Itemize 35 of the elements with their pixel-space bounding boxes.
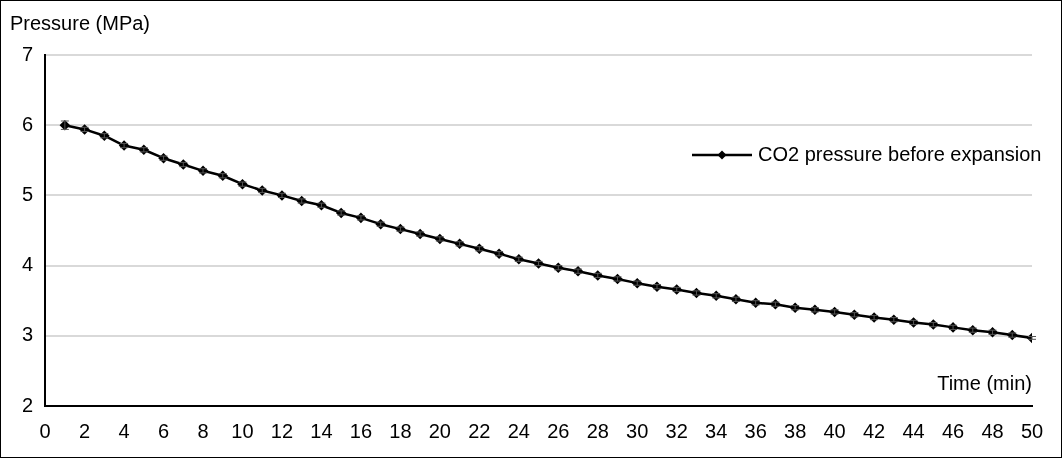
x-tick-label: 22	[468, 419, 491, 442]
x-tick-label: 42	[862, 419, 886, 442]
x-tick-label: 46	[941, 419, 965, 442]
y-tick-label: 5	[22, 182, 34, 205]
x-tick-label: 50	[1020, 419, 1044, 442]
x-tick-label: 24	[507, 419, 530, 442]
x-tick-label: 12	[270, 419, 294, 442]
x-tick-label: 2	[79, 419, 91, 442]
x-tick-label: 6	[157, 419, 170, 442]
x-tick-label: 30	[626, 419, 649, 442]
y-tick-label: 7	[22, 42, 34, 65]
x-tick-label: 20	[428, 419, 451, 442]
y-tick-label: 4	[22, 253, 34, 276]
x-tick-label: 14	[310, 419, 333, 442]
x-tick-label: 48	[981, 419, 1004, 442]
x-tick-label: 18	[389, 419, 412, 442]
x-tick-label: 32	[665, 419, 688, 442]
x-tick-label: 16	[349, 419, 373, 442]
legend-label: CO2 pressure before expansion	[758, 142, 1042, 165]
x-tick-label: 10	[231, 419, 254, 442]
y-tick-label: 3	[22, 323, 34, 346]
x-tick-label: 28	[586, 419, 609, 442]
x-tick-label: 38	[784, 419, 807, 442]
x-tick-label: 4	[118, 419, 130, 442]
y-axis-title: Pressure (MPa)	[10, 12, 151, 34]
x-tick-label: 0	[39, 419, 51, 442]
y-tick-label: 6	[22, 112, 34, 135]
x-axis-title: Time (min)	[937, 372, 1032, 394]
x-tick-label: 26	[547, 419, 570, 442]
y-tick-label: 2	[22, 393, 34, 416]
x-tick-label: 44	[902, 419, 925, 442]
x-tick-label: 34	[705, 419, 728, 442]
x-tick-label: 8	[197, 419, 209, 442]
x-tick-label: 36	[744, 419, 767, 442]
x-tick-label: 40	[823, 419, 846, 442]
